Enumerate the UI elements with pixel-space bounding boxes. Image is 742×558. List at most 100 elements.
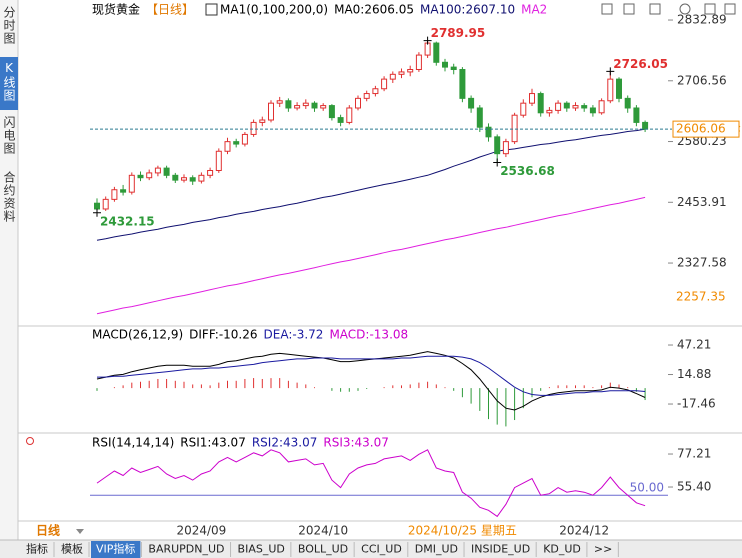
candle-body xyxy=(642,121,649,130)
extreme-label: 2432.15 xyxy=(100,214,155,228)
candle-body xyxy=(563,102,570,109)
candle-body xyxy=(363,93,370,99)
candle-body xyxy=(102,198,109,210)
y-tick-label: 2327.58 xyxy=(677,256,727,270)
tab[interactable]: 指标 xyxy=(26,542,48,556)
icon[interactable] xyxy=(649,3,661,15)
legend-text: DIFF:-10.26 xyxy=(189,328,257,342)
x-tick-label: 2024/09 xyxy=(176,524,226,538)
candle-body xyxy=(607,78,614,102)
candle-body xyxy=(137,174,144,179)
extreme-label: 2536.68 xyxy=(500,164,555,178)
candle-body xyxy=(389,73,396,80)
legend-text: MA1(0,100,200,0) xyxy=(220,3,328,17)
legend-text: MA0:2606.05 xyxy=(334,3,414,17)
tab[interactable]: KD_UD xyxy=(543,543,581,556)
candle-body xyxy=(485,126,492,138)
tab[interactable]: 模板 xyxy=(61,542,83,556)
icon[interactable] xyxy=(601,3,613,15)
side-tab-active xyxy=(0,57,18,110)
extreme-marker xyxy=(93,208,101,217)
candle-body xyxy=(215,150,222,172)
settings-icon[interactable] xyxy=(26,437,34,445)
x-tick-label: 2024/10 xyxy=(298,524,348,538)
extreme-label: 2726.05 xyxy=(613,57,668,71)
candle-body xyxy=(224,141,231,152)
tab[interactable]: VIP指标 xyxy=(96,542,135,556)
candle-body xyxy=(476,107,483,128)
candle-body xyxy=(189,177,196,182)
candle-body xyxy=(529,93,535,104)
candle-body xyxy=(581,105,588,109)
y-tick-label: 55.40 xyxy=(677,480,711,494)
candle-body xyxy=(624,97,631,109)
candle-body xyxy=(598,100,605,114)
ma-line xyxy=(96,128,646,241)
candle-body xyxy=(207,170,214,176)
extreme-label: 2789.95 xyxy=(431,26,486,40)
legend-text: MA2 xyxy=(521,3,547,17)
icon[interactable] xyxy=(704,3,716,15)
candle-body xyxy=(259,119,266,123)
candle-body xyxy=(398,71,405,75)
candle-body xyxy=(616,78,622,99)
candle-body xyxy=(459,69,466,99)
legend-text: RSI3:43.07 xyxy=(323,436,389,450)
side-tab[interactable]: K线图 xyxy=(2,61,16,102)
icon[interactable] xyxy=(724,3,736,15)
candle-body xyxy=(94,202,100,210)
candle-body xyxy=(311,102,318,109)
tab[interactable]: BARUPDN_UD xyxy=(148,543,224,556)
toolbar-icons[interactable] xyxy=(601,3,736,15)
legend-text: 【日线】 xyxy=(146,3,194,17)
reference-label: 50.00 xyxy=(630,481,664,495)
y-tick-label: 2706.56 xyxy=(677,73,727,87)
candle-body xyxy=(372,88,379,95)
candle-body xyxy=(346,107,353,123)
tab-bar xyxy=(0,540,742,558)
candle-body xyxy=(537,93,544,114)
ma-line xyxy=(96,196,646,315)
tab[interactable]: BOLL_UD xyxy=(298,543,348,556)
candle-body xyxy=(285,100,292,109)
side-tab[interactable]: 分时图 xyxy=(2,6,16,45)
candle-body xyxy=(520,102,527,116)
tab[interactable]: CCI_UD xyxy=(361,543,402,556)
legend-text: RSI2:43.07 xyxy=(252,436,318,450)
candle-body xyxy=(407,69,414,73)
candle-body xyxy=(181,177,187,181)
candle-body xyxy=(276,100,283,104)
tab[interactable]: BIAS_UD xyxy=(238,543,285,556)
candle-body xyxy=(424,42,431,56)
side-tab[interactable]: 闪电图 xyxy=(2,116,16,155)
candle-body xyxy=(572,105,579,109)
icon[interactable] xyxy=(679,3,691,15)
tab[interactable]: >> xyxy=(594,543,612,556)
dropdown-arrow[interactable] xyxy=(76,529,84,534)
extreme-marker xyxy=(423,36,432,45)
tab[interactable]: DMI_UD xyxy=(415,543,458,556)
legend-text: MACD:-13.08 xyxy=(329,328,408,342)
candle-body xyxy=(555,102,562,111)
legend-text: 现货黄金 xyxy=(92,2,140,17)
candle-body xyxy=(154,167,161,174)
candle-body xyxy=(589,107,596,114)
period-selector[interactable]: 日线 xyxy=(36,523,60,538)
tab[interactable]: INSIDE_UD xyxy=(471,543,530,556)
candle-body xyxy=(442,61,448,68)
side-strip xyxy=(0,0,18,540)
candle-body xyxy=(511,114,518,143)
extreme-marker xyxy=(606,67,615,76)
y-tick-label: -17.46 xyxy=(677,397,716,411)
icon[interactable] xyxy=(623,3,635,15)
candle-body xyxy=(328,105,335,119)
candle-body xyxy=(241,133,248,145)
side-tab[interactable]: 合约资料 xyxy=(2,170,16,223)
y-tick-label: 14.88 xyxy=(677,367,711,381)
y-tick-label: 77.21 xyxy=(677,447,711,461)
candle-body xyxy=(450,66,457,71)
candle-body xyxy=(302,102,309,107)
candle-body xyxy=(172,174,179,181)
y-tick-label: 47.21 xyxy=(677,338,711,352)
candle-body xyxy=(128,174,135,193)
